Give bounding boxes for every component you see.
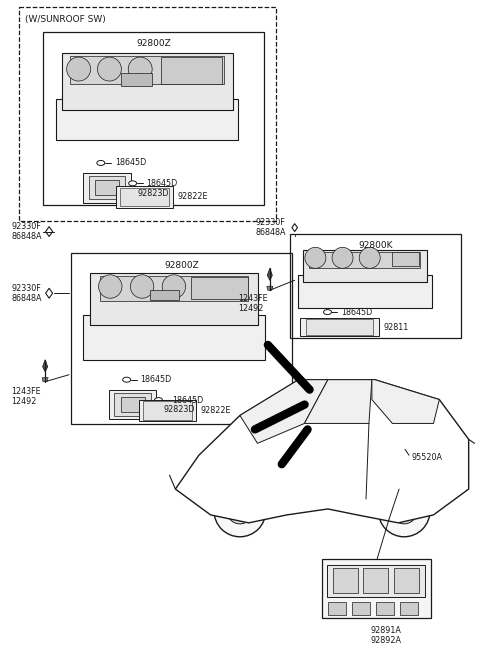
Bar <box>121 73 152 86</box>
Bar <box>143 402 192 420</box>
Bar <box>61 53 232 110</box>
Bar <box>43 31 264 205</box>
Bar <box>309 252 420 268</box>
Circle shape <box>97 57 121 81</box>
Circle shape <box>332 248 353 269</box>
Text: 92330F: 92330F <box>256 218 286 227</box>
Circle shape <box>214 485 266 537</box>
Text: 92823D: 92823D <box>138 189 169 198</box>
Circle shape <box>378 485 430 537</box>
Bar <box>116 186 173 208</box>
Bar <box>363 568 388 593</box>
Circle shape <box>131 275 154 298</box>
Polygon shape <box>372 380 439 423</box>
Ellipse shape <box>324 310 332 314</box>
Bar <box>300 318 379 336</box>
Bar <box>71 253 292 424</box>
Text: 92800Z: 92800Z <box>164 261 199 270</box>
Bar <box>303 250 427 282</box>
Polygon shape <box>46 227 53 236</box>
Text: 12492: 12492 <box>12 397 36 406</box>
Bar <box>19 7 276 221</box>
Text: 12492: 12492 <box>238 304 264 312</box>
Text: 18645D: 18645D <box>141 375 172 384</box>
Bar <box>376 601 394 615</box>
Circle shape <box>359 248 380 269</box>
Bar <box>298 275 432 308</box>
Text: 1243FE: 1243FE <box>12 387 41 396</box>
Text: 18645D: 18645D <box>115 159 146 168</box>
Bar <box>120 397 144 412</box>
Polygon shape <box>267 269 272 280</box>
Text: 18645D: 18645D <box>341 308 372 316</box>
Bar <box>327 565 425 597</box>
Bar <box>394 568 419 593</box>
Ellipse shape <box>123 377 131 382</box>
Bar <box>400 601 418 615</box>
Bar <box>333 568 358 593</box>
Text: 86848A: 86848A <box>256 228 287 237</box>
Bar <box>322 559 431 618</box>
Text: 92891A: 92891A <box>371 626 402 635</box>
Circle shape <box>391 498 417 524</box>
Bar <box>83 173 131 203</box>
Text: 92822E: 92822E <box>200 406 231 415</box>
Text: 86848A: 86848A <box>12 232 42 241</box>
Text: 92330F: 92330F <box>12 284 41 293</box>
Text: 92330F: 92330F <box>12 222 41 231</box>
Text: 86848A: 86848A <box>12 293 42 303</box>
Text: 92823D: 92823D <box>164 405 195 415</box>
Polygon shape <box>292 223 298 232</box>
Polygon shape <box>42 378 48 382</box>
Text: 95520A: 95520A <box>411 453 442 462</box>
Text: 1243FE: 1243FE <box>238 293 268 303</box>
Bar <box>83 315 265 360</box>
Bar <box>70 56 224 84</box>
Bar <box>392 252 419 266</box>
Polygon shape <box>267 286 273 290</box>
Text: 92800K: 92800K <box>358 241 393 250</box>
Circle shape <box>301 386 308 393</box>
Polygon shape <box>304 380 372 423</box>
Ellipse shape <box>129 181 137 186</box>
Bar <box>161 56 222 84</box>
Circle shape <box>162 275 186 298</box>
Bar <box>352 601 370 615</box>
Circle shape <box>98 275 122 298</box>
Bar <box>89 176 125 199</box>
Circle shape <box>227 498 253 524</box>
Circle shape <box>400 444 406 450</box>
Bar <box>120 187 169 206</box>
Circle shape <box>305 248 326 269</box>
Ellipse shape <box>155 398 162 403</box>
Bar <box>115 393 151 416</box>
Circle shape <box>67 57 91 81</box>
Bar <box>100 276 248 301</box>
Text: 92811: 92811 <box>383 322 408 331</box>
Polygon shape <box>43 360 48 372</box>
Polygon shape <box>240 380 328 443</box>
Text: 18645D: 18645D <box>146 179 178 188</box>
Circle shape <box>128 57 152 81</box>
Bar <box>56 99 238 140</box>
Polygon shape <box>46 288 53 298</box>
Bar <box>109 390 156 419</box>
Polygon shape <box>175 380 468 523</box>
Bar <box>95 180 119 195</box>
Bar <box>191 276 248 299</box>
Bar <box>290 234 461 338</box>
Ellipse shape <box>97 160 105 166</box>
Bar <box>150 290 179 300</box>
Text: 92892A: 92892A <box>371 636 402 645</box>
Bar <box>139 400 196 421</box>
Bar <box>90 273 258 325</box>
Text: 92822E: 92822E <box>178 193 208 201</box>
Text: (W/SUNROOF SW): (W/SUNROOF SW) <box>25 15 106 24</box>
Bar <box>328 601 346 615</box>
Text: 18645D: 18645D <box>172 396 204 405</box>
Text: 92800Z: 92800Z <box>136 39 171 48</box>
Bar <box>306 320 373 335</box>
